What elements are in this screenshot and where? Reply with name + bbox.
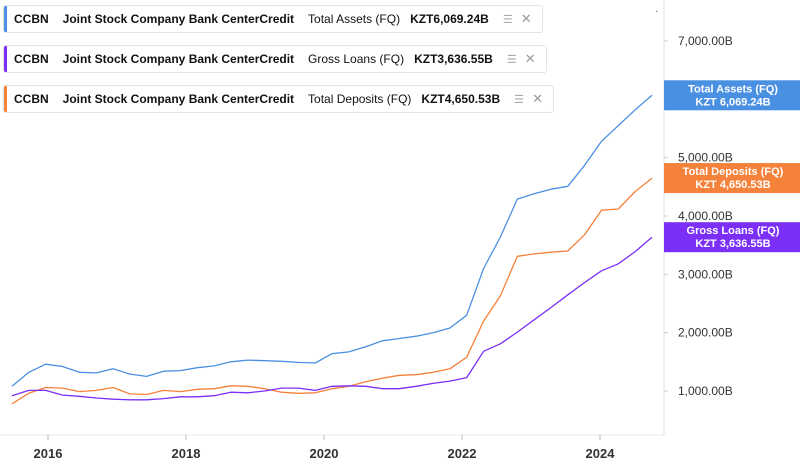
value-flag: Total Deposits (FQ)KZT 4,650.53B — [664, 163, 800, 194]
series-line-total-deposits-fq — [11, 177, 653, 405]
legend-value: KZT6,069.24B — [410, 12, 489, 26]
legend-ticker: CCBN — [14, 52, 49, 66]
y-tick-label: 7,000.00B — [678, 34, 733, 48]
legend-metric: Gross Loans (FQ) — [308, 52, 405, 66]
value-flag-value: KZT 6,069.24B — [695, 96, 770, 108]
layers-icon[interactable]: ☰ — [502, 13, 513, 26]
value-flag-value: KZT 4,650.53B — [695, 179, 770, 191]
value-flag-background — [664, 80, 800, 111]
x-tick-label: 2016 — [34, 446, 63, 461]
legend-company: Joint Stock Company Bank CenterCredit — [62, 12, 295, 26]
chart-marker: · — [655, 6, 659, 17]
y-tick-label: 3,000.00B — [678, 267, 733, 281]
series-line-gross-loans-fq — [11, 236, 653, 401]
y-tick-label: 5,000.00B — [678, 151, 733, 165]
value-flag-background — [664, 163, 800, 194]
legend-item-gross-loans[interactable]: CCBN Joint Stock Company Bank CenterCred… — [3, 45, 547, 73]
legend-metric: Total Assets (FQ) — [308, 12, 401, 26]
value-flag-label: Gross Loans (FQ) — [687, 225, 780, 237]
layers-icon[interactable]: ☰ — [514, 93, 525, 106]
layers-icon[interactable]: ☰ — [506, 53, 517, 66]
value-flag-label: Total Assets (FQ) — [688, 83, 778, 95]
legend-value: KZT3,636.55B — [414, 52, 493, 66]
legend-ticker: CCBN — [14, 92, 49, 106]
legend-ticker: CCBN — [14, 12, 49, 26]
value-flag: Total Assets (FQ)KZT 6,069.24B — [664, 80, 800, 111]
legend-item-total-assets[interactable]: CCBN Joint Stock Company Bank CenterCred… — [3, 5, 543, 33]
x-tick-label: 2022 — [448, 446, 477, 461]
legend-item-total-deposits[interactable]: CCBN Joint Stock Company Bank CenterCred… — [3, 85, 555, 113]
series-layer — [11, 94, 653, 405]
legend-metric: Total Deposits (FQ) — [308, 92, 412, 106]
value-flags: Total Assets (FQ)KZT 6,069.24B Total Depo… — [664, 80, 800, 253]
x-tick-label: 2018 — [172, 446, 201, 461]
value-flag: Gross Loans (FQ)KZT 3,636.55B — [664, 222, 800, 253]
x-tick-label: 2020 — [310, 446, 339, 461]
legend-value: KZT4,650.53B — [421, 92, 501, 106]
value-flag-background — [664, 222, 800, 253]
y-tick-label: 1,000.00B — [678, 384, 733, 398]
x-tick-label: 2024 — [586, 446, 616, 461]
legend-color-swatch — [4, 86, 7, 112]
legend-color-swatch — [4, 46, 7, 72]
value-flag-value: KZT 3,636.55B — [695, 238, 770, 250]
value-flag-label: Total Deposits (FQ) — [683, 166, 784, 178]
y-tick-label: 4,000.00B — [678, 209, 733, 223]
close-icon[interactable]: ✕ — [520, 11, 532, 26]
x-axis-ticks: 2016 2018 2020 2022 2024 — [34, 435, 616, 461]
y-tick-label: 2,000.00B — [678, 326, 733, 340]
close-icon[interactable]: ✕ — [524, 51, 536, 66]
legend-company: Joint Stock Company Bank CenterCredit — [62, 92, 295, 106]
series-line-total-assets-fq — [11, 94, 653, 387]
y-axis-ticks: 1,000.00B 2,000.00B 3,000.00B 4,000.00B 5,00… — [664, 34, 733, 398]
legend-company: Joint Stock Company Bank CenterCredit — [62, 52, 295, 66]
legend-color-swatch — [4, 6, 7, 32]
close-icon[interactable]: ✕ — [532, 91, 544, 106]
